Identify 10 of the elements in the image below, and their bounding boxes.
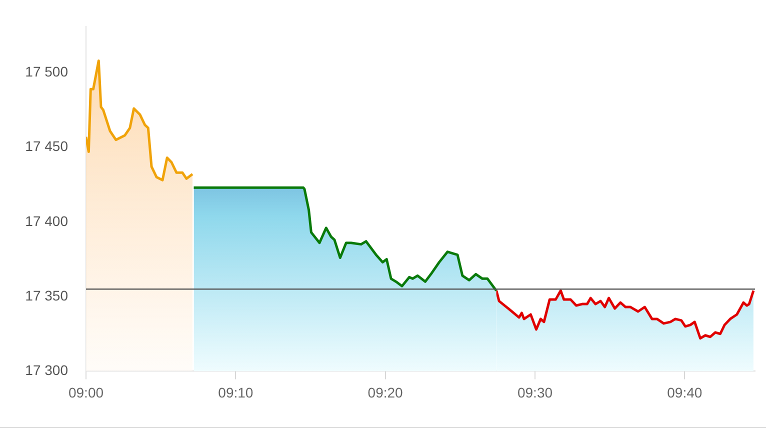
x-tick-label: 09:10 — [218, 384, 254, 400]
y-tick-label: 17 350 — [25, 287, 68, 304]
x-tick-label: 09:00 — [68, 384, 104, 400]
x-tick-label: 09:40 — [667, 384, 702, 400]
y-tick-label: 17 450 — [25, 138, 68, 154]
x-tick-label: 09:30 — [517, 384, 553, 400]
x-tick-label: 09:20 — [368, 384, 404, 400]
y-tick-label: 17 400 — [25, 212, 68, 229]
y-tick-label: 17 500 — [25, 64, 68, 80]
y-tick-label: 17 300 — [25, 362, 68, 378]
